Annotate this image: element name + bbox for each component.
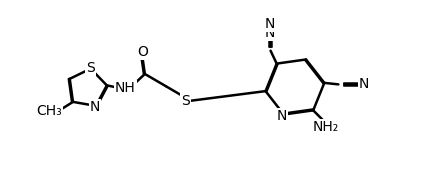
Text: N: N	[359, 77, 369, 91]
Text: NH: NH	[114, 81, 135, 95]
Text: NH₂: NH₂	[312, 120, 339, 134]
Text: N: N	[265, 26, 275, 40]
Text: O: O	[137, 45, 148, 59]
Text: N: N	[277, 109, 287, 123]
Text: S: S	[181, 94, 190, 108]
Text: N: N	[90, 100, 100, 114]
Text: S: S	[86, 61, 95, 75]
Text: CH₃: CH₃	[36, 104, 62, 118]
Text: N: N	[265, 17, 275, 31]
